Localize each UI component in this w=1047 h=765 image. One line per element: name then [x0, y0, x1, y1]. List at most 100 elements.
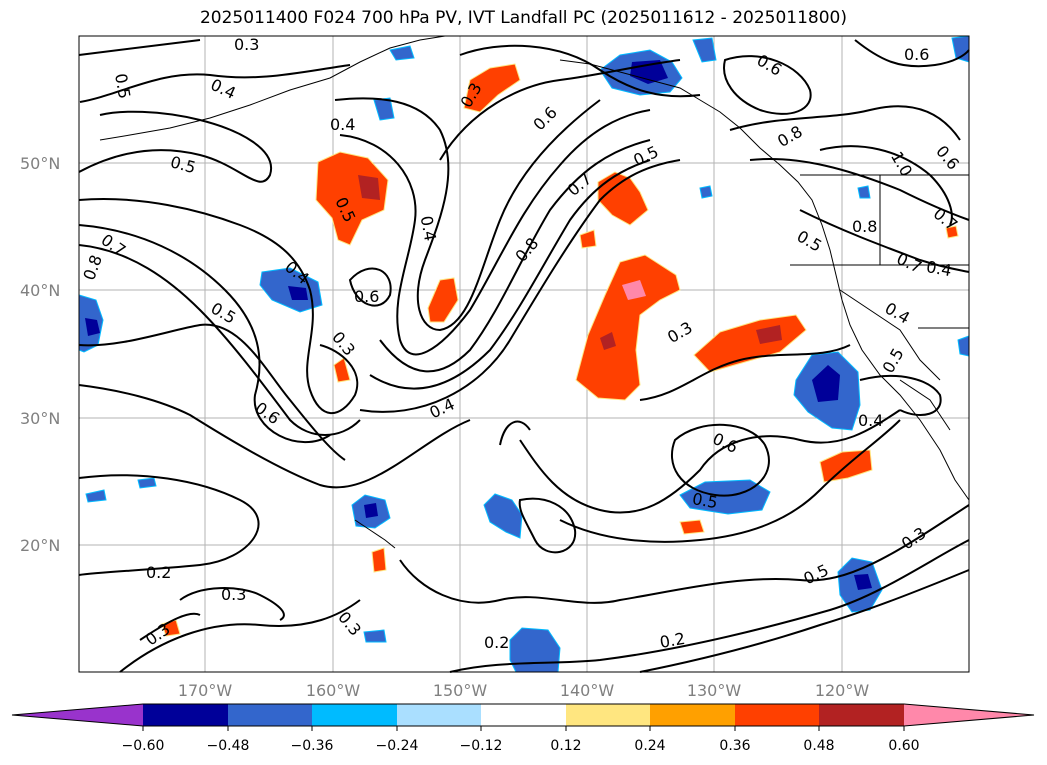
contour-line [78, 39, 201, 56]
anomaly-fill [463, 63, 521, 113]
latitude-labels: 50°N 40°N 30°N 20°N [20, 154, 60, 555]
colorbar-tick-label: 0.48 [803, 738, 834, 754]
contour-label: 0.8 [852, 217, 877, 236]
contour-line [639, 344, 851, 401]
map-title: 2025011400 F024 700 hPa PV, IVT Landfall… [199, 8, 847, 28]
colorbar-tick-label: −0.36 [291, 738, 334, 754]
colorbar-extend-low [12, 704, 143, 726]
contour-line [78, 474, 260, 576]
contour-line [399, 504, 970, 604]
colorbar-segment [566, 704, 650, 726]
contour-label: 0.6 [354, 287, 379, 306]
anomaly-core [364, 503, 378, 518]
anomaly-fill [575, 254, 681, 401]
anomaly-fill [957, 335, 970, 357]
contour-label: 0.4 [417, 214, 440, 242]
contour-label: 0.2 [658, 629, 686, 652]
anomaly-fill [945, 225, 959, 239]
positive-anomaly-fills [161, 63, 959, 637]
colorbar-segment [143, 704, 228, 726]
contour-line [78, 110, 273, 183]
anomaly-core [756, 325, 782, 344]
contour-line [78, 323, 346, 461]
anomaly-core [288, 286, 308, 300]
negative-anomaly-fills [78, 35, 970, 673]
colorbar-extend-high [904, 704, 1034, 726]
anomaly-fill [692, 37, 717, 63]
contour-label: 0.5 [691, 489, 719, 512]
contour-line [670, 423, 770, 497]
contour-label: 0.2 [146, 563, 171, 582]
contour-line [799, 209, 970, 273]
colorbar-tick-label: −0.24 [376, 738, 419, 754]
pv-contours [78, 39, 970, 673]
colorbar-tick-label: 0.60 [888, 738, 919, 754]
colorbar-tick-label: 0.36 [719, 738, 750, 754]
anomaly-fill [389, 45, 415, 61]
contour-line [348, 267, 392, 307]
contour-label: 0.4 [858, 411, 883, 430]
baja-coast [899, 379, 951, 431]
contour-line [639, 569, 970, 673]
lat-label: 50°N [20, 154, 60, 173]
contour-line [859, 374, 942, 416]
contour-line [559, 419, 901, 543]
anomaly-core [358, 175, 380, 200]
contour-line [78, 244, 361, 436]
contour-label: 0.3 [221, 585, 246, 604]
contour-line [369, 159, 651, 390]
na-west-coast [559, 59, 970, 501]
anomaly-core [812, 365, 840, 402]
anomaly-fill [371, 547, 387, 573]
contour-line [439, 59, 681, 161]
anomaly-fill [679, 519, 705, 535]
contour-line [459, 44, 701, 98]
colorbar-segment [735, 704, 819, 726]
contour-line [854, 39, 970, 68]
state-border [839, 289, 941, 381]
contour-line [339, 109, 651, 356]
contour-line [518, 497, 577, 554]
colorbar-segment [397, 704, 481, 726]
anomaly-core [600, 332, 616, 350]
contour-line [749, 158, 970, 221]
lon-label: 130°W [687, 681, 742, 700]
anomaly-fill [483, 493, 523, 539]
anomaly-fill [427, 277, 459, 323]
colorbar-tick-label: −0.60 [122, 738, 165, 754]
anomaly-fill [85, 489, 107, 503]
colorbar-ticks [142, 726, 905, 731]
contour-line [334, 97, 601, 332]
contour-line [78, 224, 331, 444]
lat-label: 20°N [20, 536, 60, 555]
contour-label: 0.3 [234, 35, 259, 54]
anomaly-core [854, 574, 872, 590]
graticule [79, 36, 969, 672]
lon-label: 150°W [433, 681, 488, 700]
contour-line [499, 420, 531, 446]
contour-line [449, 539, 970, 673]
contour-label: 0.5 [111, 72, 134, 100]
anomaly-fill [363, 629, 387, 643]
lon-label: 140°W [560, 681, 615, 700]
contour-label: 0.4 [925, 257, 953, 280]
longitude-labels: 170°W 160°W 150°W 140°W 130°W 120°W [178, 681, 870, 700]
anomaly-fill [699, 185, 713, 199]
colorbar-segment [650, 704, 735, 726]
anomaly-fill [137, 477, 157, 489]
contour-line [729, 105, 961, 141]
aleutian-coast [99, 35, 446, 141]
colorbar-tick-label: −0.48 [207, 738, 250, 754]
anomaly-fill [679, 479, 771, 515]
anomaly-core [85, 318, 100, 336]
colorbar-segment [819, 704, 904, 726]
contour-line [519, 409, 901, 514]
hawaii-islands [354, 519, 396, 549]
contour-line [119, 599, 361, 673]
contour-line [359, 159, 681, 413]
colorbar-segment [228, 704, 312, 726]
lon-label: 170°W [178, 681, 233, 700]
colorbar-tick-label: −0.12 [460, 738, 503, 754]
contour-line [819, 145, 953, 226]
